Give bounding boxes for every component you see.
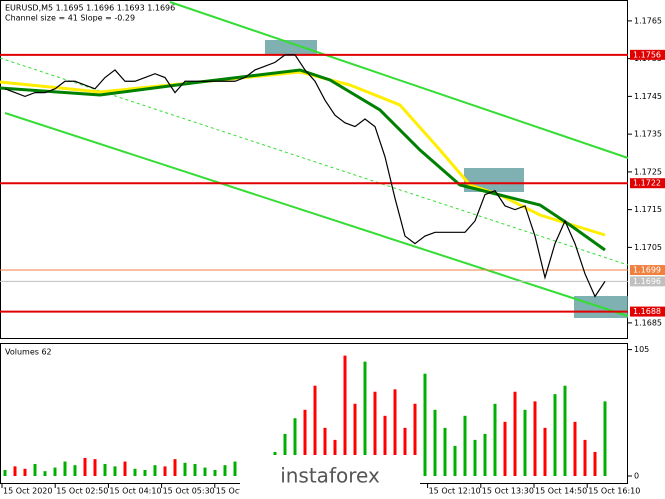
level-tag [630,265,665,276]
level-tag [630,178,665,189]
volume-bar [123,461,127,476]
volume-bar [193,463,197,476]
watermark: instaforex [280,464,380,488]
volume-bar [73,465,77,476]
level-label: 1.1699 [633,266,661,275]
volume-bar [53,467,57,476]
volume-bar [3,469,7,476]
level-tag [630,276,665,287]
volume-bar [583,439,587,476]
volume-bar [153,465,157,476]
level-label: 1.1756 [633,50,661,59]
x-tick-label: 15 Oct 14:50 [535,487,587,496]
x-tick-label: 15 Oct 05:30 [163,487,215,496]
volume-bar [473,439,477,476]
volume-bar [283,433,287,476]
volume-bar [363,361,367,476]
volume-bar [203,467,207,476]
volume-bar [463,415,467,476]
watermark-box [240,455,420,497]
volume-bar [513,391,517,476]
volume-bar [543,427,547,476]
volume-bar [133,468,137,476]
level-label: 1.1722 [633,179,661,188]
y-tick-label: 1.1735 [634,130,662,139]
level-label: 1.1688 [633,307,661,316]
volume-bar [553,394,557,476]
volume-bar [163,466,167,476]
volume-bar [233,461,237,476]
volume-bar [353,403,357,476]
volume-bar [423,373,427,476]
volume-bar [33,463,37,476]
volume-bar [113,466,117,476]
volume-bar [303,409,307,476]
level-label: 1.1696 [633,277,661,286]
y-tick-label: 105 [634,345,649,354]
volume-bar [313,385,317,476]
volume-bar [213,469,217,476]
y-tick-label: 1.1705 [634,243,662,252]
volume-bar [83,457,87,476]
channel-upper [169,1,629,159]
volume-bar [13,466,17,476]
volume-bar [503,421,507,476]
volume-bar [183,462,187,476]
volume-bar [483,433,487,476]
volume-bar [453,445,457,476]
volume-bar [173,459,177,476]
x-tick-label: 15 Oct 16:10 [588,487,640,496]
y-tick-label: 1.1725 [634,167,662,176]
volume-bar [593,451,597,476]
volume-bar [493,403,497,476]
volume-bar [443,427,447,476]
volume-bar [383,415,387,476]
volume-bar [43,471,47,476]
y-tick-label: 1.1765 [634,16,662,25]
x-tick-label: 15 Oct 12:10 [429,487,481,496]
y-tick-label: 1.1745 [634,92,662,101]
price-panel [0,0,628,339]
volume-bar [433,409,437,476]
volume-bar [63,461,67,476]
x-tick-label: 15 Oct 2020 [3,487,52,496]
volume-bar [533,401,537,476]
volume-bar [393,389,397,476]
volume-bar [603,401,607,476]
x-tick-label: 15 Oct 04:10 [109,487,161,496]
level-tag [630,306,665,317]
volume-bar [373,391,377,476]
ma-green [0,68,606,252]
volume-bar [403,427,407,476]
volume-bar [93,459,97,476]
volume-bar [323,427,327,476]
volume-bar [293,418,297,476]
x-tick-label: 15 Oct 0 [216,487,250,496]
volume-bar [223,465,227,476]
chart-title: EURUSD,M5 1.1695 1.1696 1.1693 1.1696 [5,4,175,13]
volume-bar [103,463,107,476]
level-tag [630,49,665,60]
volume-bar [573,421,577,476]
price-line [4,54,606,298]
volume-bar [413,403,417,476]
zone-box [265,40,317,54]
channel-lower [4,112,629,317]
volume-title: Volumes 62 [5,348,52,357]
x-tick-label: 15 Oct 02:50 [56,487,108,496]
volume-bar [563,385,567,476]
volume-bar [523,409,527,476]
x-tick-label: 15 Oct 13:30 [482,487,534,496]
volume-bar [343,355,347,476]
y-tick-label: 0 [634,472,639,481]
volume-bar [23,468,27,476]
chart-subtitle: Channel size = 41 Slope = -0.29 [5,14,135,23]
y-tick-label: 1.1685 [634,318,662,327]
y-tick-label: 1.1715 [634,205,662,214]
volume-bar [143,469,147,476]
